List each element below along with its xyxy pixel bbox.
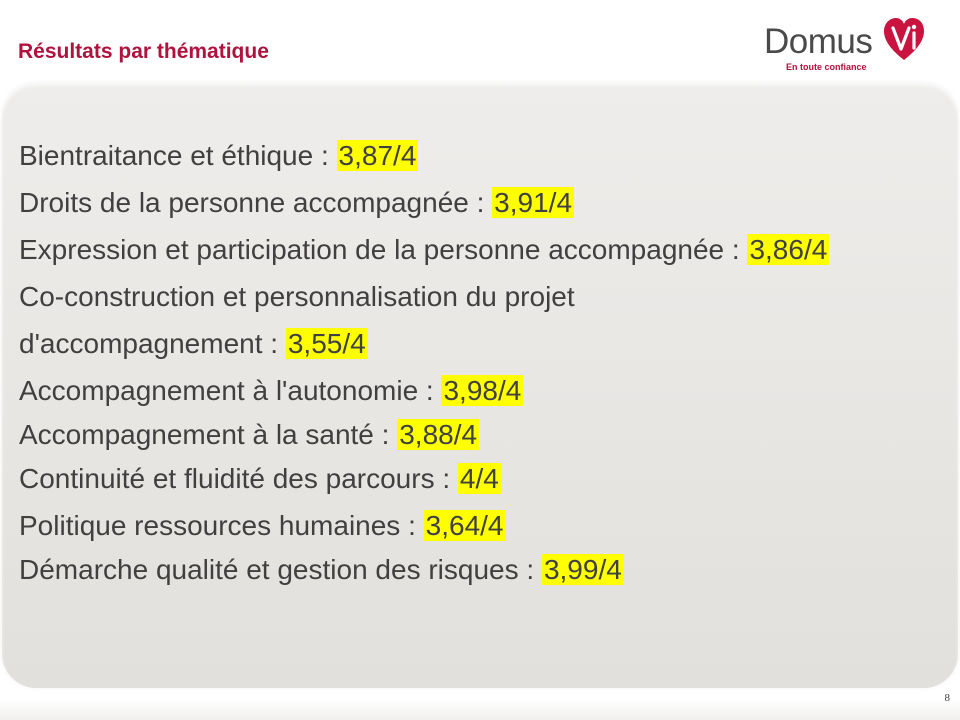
result-item-bientraitance: Bientraitance et éthique : 3,87/4 <box>19 134 949 181</box>
result-label: d'accompagnement : <box>19 328 286 359</box>
slide-title: Résultats par thématique <box>18 40 269 63</box>
result-item-coconstruction-line2: d'accompagnement : 3,55/4 <box>19 322 949 369</box>
logo-wordmark: Domus <box>764 22 873 61</box>
results-list: Bientraitance et éthique : 3,87/4 Droits… <box>19 134 949 592</box>
result-score: 3,91/4 <box>492 187 575 218</box>
domusvi-logo: Domus En toute confiance <box>764 16 924 76</box>
result-score: 3,87/4 <box>336 140 419 171</box>
result-label: Accompagnement à l'autonomie : <box>19 375 442 406</box>
result-label: Co-construction et personnalisation du p… <box>19 281 575 312</box>
result-score: 3,88/4 <box>397 419 480 450</box>
result-label: Expression et participation de la person… <box>19 234 748 265</box>
result-score: 3,99/4 <box>541 554 624 585</box>
result-label: Accompagnement à la santé : <box>19 419 398 450</box>
result-label: Continuité et fluidité des parcours : <box>19 463 458 494</box>
page-number: 8 <box>944 692 951 704</box>
result-item-coconstruction-line1: Co-construction et personnalisation du p… <box>19 275 949 322</box>
result-label: Démarche qualité et gestion des risques … <box>19 554 542 585</box>
result-label: Bientraitance et éthique : <box>19 140 337 171</box>
result-item-autonomie: Accompagnement à l'autonomie : 3,98/4 <box>19 369 949 413</box>
result-label: Politique ressources humaines : <box>19 510 424 541</box>
result-item-droits: Droits de la personne accompagnée : 3,91… <box>19 181 949 228</box>
result-score: 3,86/4 <box>747 234 830 265</box>
logo-tagline: En toute confiance <box>786 62 867 72</box>
result-score: 3,55/4 <box>285 328 368 359</box>
result-score: 3,98/4 <box>441 375 524 406</box>
result-score: 3,64/4 <box>423 510 506 541</box>
result-item-qualite: Démarche qualité et gestion des risques … <box>19 548 949 592</box>
result-item-rh: Politique ressources humaines : 3,64/4 <box>19 504 949 548</box>
result-label: Droits de la personne accompagnée : <box>19 187 493 218</box>
result-item-continuite: Continuité et fluidité des parcours : 4/… <box>19 457 949 504</box>
bottom-strip <box>0 700 960 720</box>
result-item-expression: Expression et participation de la person… <box>19 228 949 275</box>
heart-vi-icon <box>884 18 924 60</box>
result-score: 4/4 <box>457 463 501 494</box>
result-item-sante: Accompagnement à la santé : 3,88/4 <box>19 413 949 457</box>
